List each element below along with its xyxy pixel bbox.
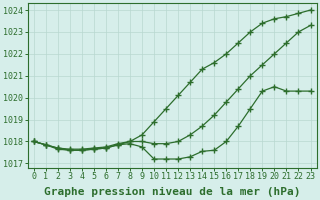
X-axis label: Graphe pression niveau de la mer (hPa): Graphe pression niveau de la mer (hPa)	[44, 186, 300, 197]
